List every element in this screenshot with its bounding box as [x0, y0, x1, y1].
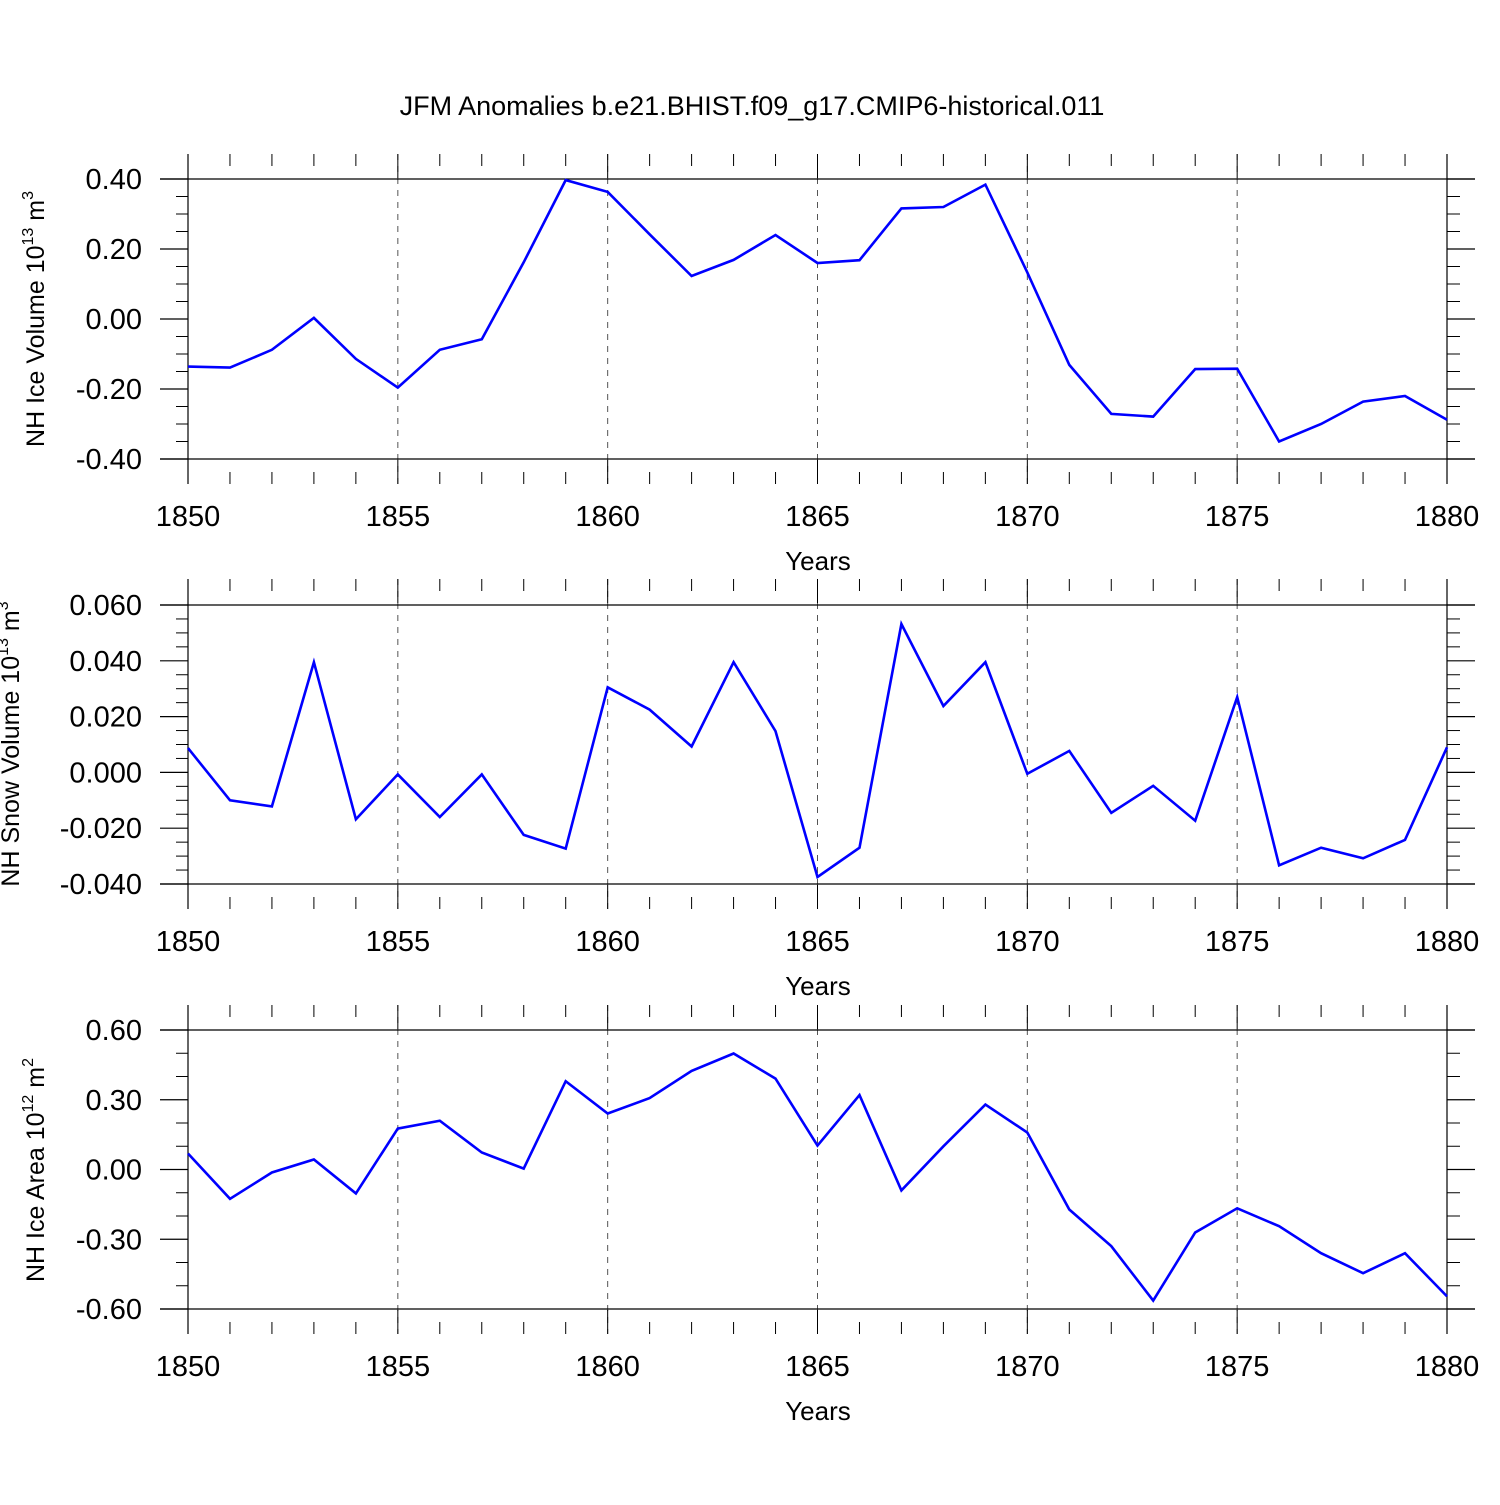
- data-series-line: [187, 1052, 1448, 1303]
- y-tick-label: 0.060: [69, 590, 142, 622]
- x-tick-label: 1855: [366, 501, 431, 533]
- data-series-line: [187, 178, 1448, 444]
- y-axis-label-text: NH Ice Area 10: [22, 1112, 50, 1282]
- x-axis-label: Years: [785, 1396, 851, 1426]
- y-tick-label: -0.40: [76, 444, 142, 476]
- x-tick-label: 1855: [366, 1351, 431, 1383]
- y-tick-label: 0.00: [86, 304, 142, 336]
- y-axis-label: NH Ice Area 1012 m2: [20, 1058, 50, 1282]
- y-tick-label: 0.30: [86, 1085, 142, 1117]
- x-tick-label: 1860: [575, 926, 640, 958]
- y-axis-label: NH Snow Volume 1013 m3: [0, 601, 25, 886]
- ice-area-panel: -0.60 -0.30 0.00 0.30 0.60 1850 1855 1860 1865 18…: [20, 1005, 1479, 1426]
- y-axis-label-text: m: [22, 200, 50, 228]
- x-tick-label: 1875: [1205, 501, 1270, 533]
- x-tick-label: 1865: [785, 501, 850, 533]
- x-tick-label: 1875: [1205, 1351, 1270, 1383]
- data-series-line: [186, 620, 1449, 880]
- x-tick-label: 1865: [785, 1351, 850, 1383]
- y-tick-label: 0.000: [69, 757, 142, 789]
- x-tick-label: 1880: [1415, 926, 1480, 958]
- x-tick-label: 1880: [1415, 501, 1480, 533]
- y-axis-label: NH Ice Volume 1013 m3: [20, 191, 50, 447]
- x-tick-label: 1855: [366, 926, 431, 958]
- y-axis-label-superscript: 13: [0, 638, 12, 656]
- ice-volume-panel: -0.40 -0.20 0.00 0.20 0.40 1850 1855 1860 1865 18…: [20, 154, 1479, 576]
- y-tick-label: 0.020: [69, 702, 142, 734]
- y-axis-label-superscript: 3: [0, 601, 12, 610]
- y-axis-label-text: m: [0, 610, 25, 638]
- y-tick-label: -0.020: [60, 813, 142, 845]
- y-tick-label: 0.040: [69, 646, 142, 678]
- figure-title: JFM Anomalies b.e21.BHIST.f09_g17.CMIP6-…: [400, 91, 1105, 121]
- x-tick-label: 1870: [995, 926, 1060, 958]
- x-tick-label: 1870: [995, 1351, 1060, 1383]
- x-tick-label: 1850: [156, 926, 221, 958]
- y-tick-label: 0.40: [86, 164, 142, 196]
- x-tick-label: 1875: [1205, 926, 1270, 958]
- x-tick-label: 1870: [995, 501, 1060, 533]
- y-tick-label: -0.30: [76, 1224, 142, 1256]
- x-tick-label: 1860: [575, 1351, 640, 1383]
- y-tick-label: 0.00: [86, 1155, 142, 1187]
- x-tick-label: 1880: [1415, 1351, 1480, 1383]
- x-axis-label: Years: [785, 546, 851, 576]
- y-tick-label: 0.20: [86, 234, 142, 266]
- y-axis-label-text: NH Snow Volume 10: [0, 656, 25, 887]
- y-axis-label-superscript: 2: [20, 1058, 37, 1067]
- y-axis-label-text: NH Ice Volume 10: [22, 245, 50, 447]
- y-axis-label-text: m: [22, 1067, 50, 1095]
- x-axis-label: Years: [785, 971, 851, 1001]
- x-tick-label: 1850: [156, 1351, 221, 1383]
- y-axis-label-superscript: 12: [20, 1095, 37, 1113]
- y-axis-label-superscript: 13: [20, 228, 37, 246]
- y-tick-label: 0.60: [86, 1015, 142, 1047]
- y-axis-label-superscript: 3: [20, 191, 37, 200]
- snow-volume-panel: -0.040 -0.020 0.000 0.020 0.040 0.060 1850 1855…: [0, 579, 1479, 1001]
- y-tick-label: -0.60: [76, 1294, 142, 1326]
- x-tick-label: 1850: [156, 501, 221, 533]
- y-tick-label: -0.20: [76, 374, 142, 406]
- y-tick-label: -0.040: [60, 869, 142, 901]
- x-tick-label: 1865: [785, 926, 850, 958]
- x-tick-label: 1860: [575, 501, 640, 533]
